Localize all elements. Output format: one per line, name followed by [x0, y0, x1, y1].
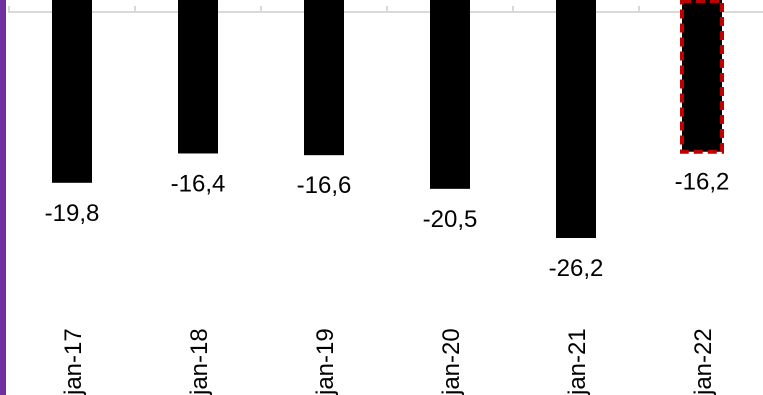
x-tick-label-jan-17: jan-17	[60, 328, 87, 395]
bar-jan-22	[682, 0, 722, 152]
bar-highlight-outline	[680, 0, 724, 154]
x-tick-label-jan-21: jan-21	[564, 328, 591, 395]
bar-jan-18	[178, 0, 218, 154]
x-tick-label-jan-19: jan-19	[312, 328, 339, 395]
left-accent-rule	[0, 0, 6, 395]
data-label-jan-17: -19,8	[45, 200, 100, 227]
x-tick-label-jan-18: jan-18	[186, 328, 213, 395]
data-label-jan-18: -16,4	[171, 170, 226, 197]
data-label-jan-19: -16,6	[297, 172, 352, 199]
bar-jan-19	[304, 0, 344, 156]
x-tick-label-jan-22: jan-22	[690, 328, 717, 395]
x-tick-label-jan-20: jan-20	[438, 328, 465, 395]
data-label-jan-22: -16,2	[675, 169, 730, 196]
bar-jan-20	[430, 0, 470, 189]
data-label-jan-21: -26,2	[549, 255, 604, 282]
bar-jan-21	[556, 0, 596, 238]
bar-jan-17	[52, 0, 92, 183]
data-label-jan-20: -20,5	[423, 206, 478, 233]
